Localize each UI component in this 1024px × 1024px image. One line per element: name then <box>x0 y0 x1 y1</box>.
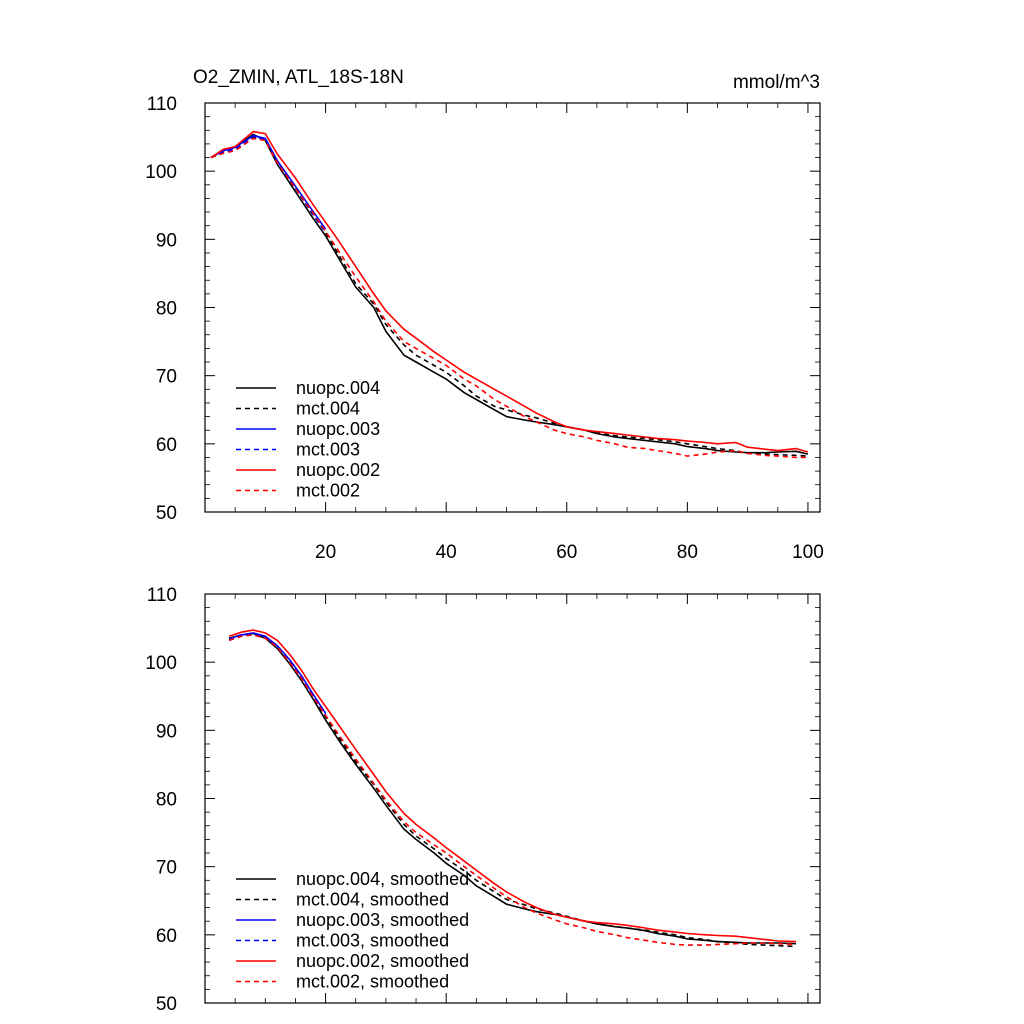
y-tick-label: 50 <box>156 503 177 524</box>
series-line <box>228 632 796 945</box>
legend-entry: mct.003, smoothed <box>296 931 449 951</box>
legend-entry: mct.002, smoothed <box>296 972 449 992</box>
y-tick-label: 70 <box>156 367 177 388</box>
series-line <box>228 632 327 714</box>
x-tick-label: 60 <box>556 542 577 563</box>
x-tick-label: 20 <box>315 542 336 563</box>
legend-entry: nuopc.002, smoothed <box>296 951 469 971</box>
y-tick-label: 50 <box>156 994 177 1015</box>
legend-entry: mct.004 <box>296 399 360 419</box>
series-line <box>210 133 809 455</box>
series-line <box>210 137 808 459</box>
chart-units: mmol/m^3 <box>733 72 820 93</box>
y-tick-label: 80 <box>156 790 177 811</box>
chart-title: O2_ZMIN, ATL_18S-18N <box>193 67 404 88</box>
legend-entry: mct.002 <box>296 481 360 501</box>
series-line <box>210 134 327 230</box>
y-tick-label: 90 <box>156 230 177 251</box>
y-tick-label: 60 <box>156 435 177 456</box>
x-tick-label: 40 <box>436 542 457 563</box>
y-tick-label: 60 <box>156 926 177 947</box>
y-tick-label: 100 <box>145 653 177 674</box>
legend-entry: nuopc.002 <box>296 460 380 480</box>
top-chart-panel: 50 60 70 80 90 100 110 20 40 60 80 100 O2_ZMIN, ATL_… <box>145 67 823 563</box>
y-tick-label: 110 <box>147 94 177 115</box>
legend-entry: nuopc.003 <box>296 419 380 439</box>
legend-entry: nuopc.004, smoothed <box>296 869 469 889</box>
y-tick-label: 110 <box>147 585 177 606</box>
x-tick-label: 100 <box>792 542 824 563</box>
y-tick-label: 80 <box>156 299 177 320</box>
legend-entry: nuopc.004 <box>296 378 380 398</box>
x-tick-label: 80 <box>677 542 698 563</box>
legend-entry: mct.004, smoothed <box>296 890 449 910</box>
series-line <box>210 130 809 453</box>
legend-entry: mct.003 <box>296 440 360 460</box>
series-line <box>228 629 796 943</box>
y-tick-label: 90 <box>156 721 177 742</box>
series-line <box>228 634 796 946</box>
y-tick-label: 100 <box>145 162 177 183</box>
legend-entry: nuopc.003, smoothed <box>296 910 469 930</box>
y-tick-label: 70 <box>156 858 177 879</box>
